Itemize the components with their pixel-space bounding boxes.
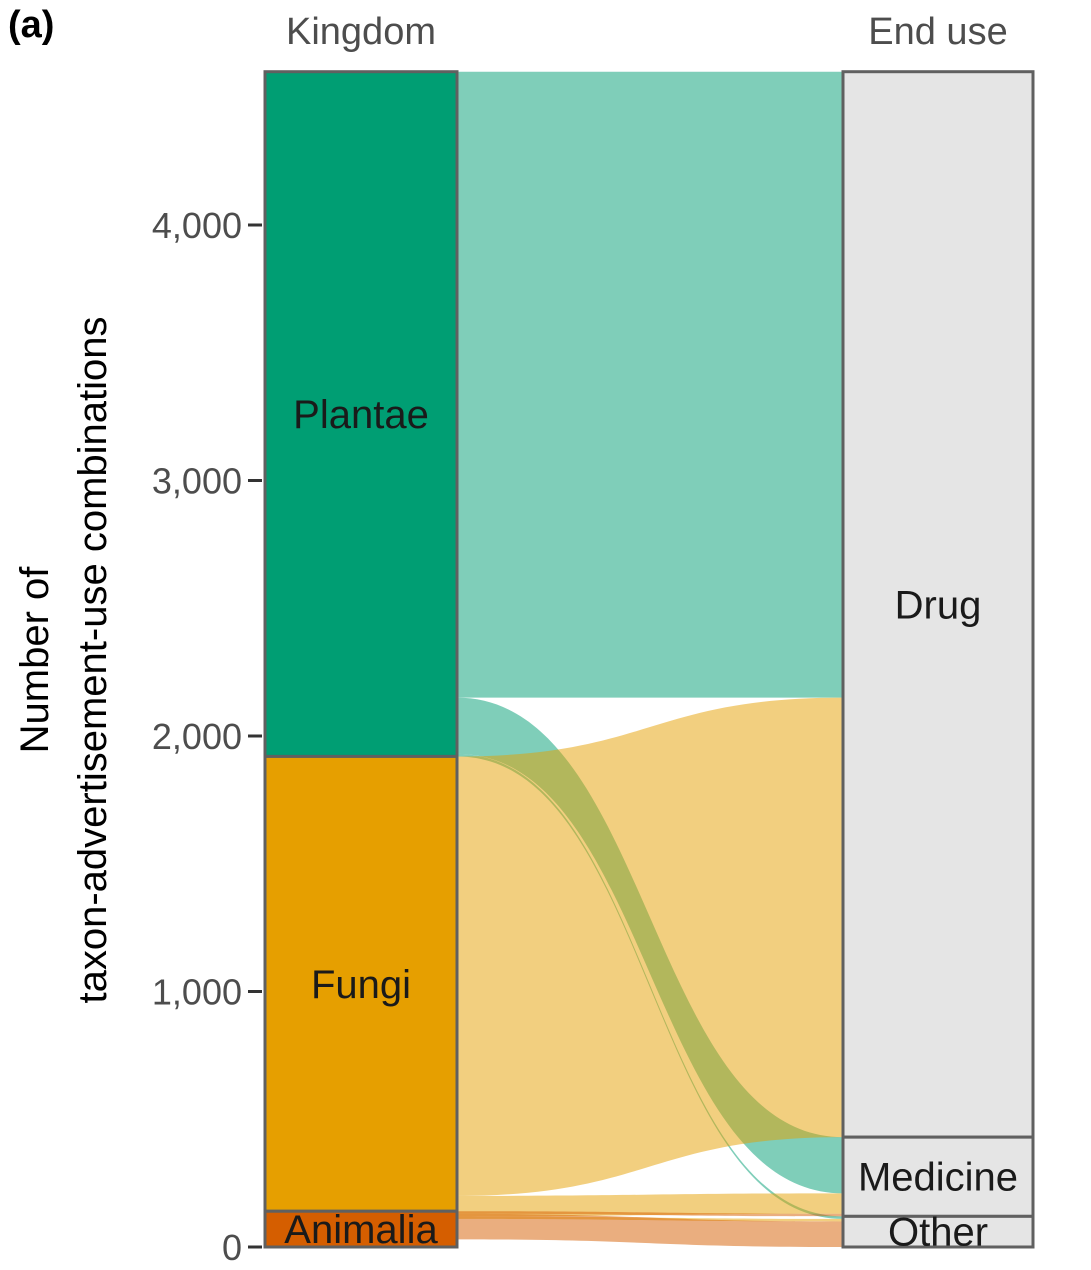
- y-axis-title: Number of taxon-advertisement-use combin…: [13, 316, 115, 1003]
- flows-layer: [457, 71, 843, 1247]
- flow-fungi-to-medicine: [457, 1193, 843, 1217]
- kingdom-node-fungi: [263, 754, 459, 1213]
- flow-animalia-to-other: [457, 1213, 843, 1247]
- kingdom-node-animalia: [263, 1209, 459, 1249]
- nodes-layer: Plantae Fungi Animalia Drug Medicine Other: [263, 70, 1035, 1255]
- y-tick-label: 3,000: [152, 461, 242, 502]
- end-use-node-label-drug: Drug: [895, 583, 982, 627]
- flow-animalia-to-medicine: [457, 1211, 843, 1217]
- end-use-node-other: [841, 1214, 1035, 1249]
- y-axis: 0 1,000 2,000 3,000 4,000: [152, 205, 262, 1268]
- flow-fungi-to-drug: [457, 697, 843, 1196]
- flow-plantae-to-drug: [457, 71, 843, 698]
- kingdom-node-plantae: [263, 70, 459, 758]
- end-use-node-label-other: Other: [888, 1211, 988, 1255]
- y-axis-title-line1: Number of: [13, 566, 57, 754]
- y-axis-title-line2: taxon-advertisement-use combinations: [71, 316, 115, 1003]
- kingdom-node-label-animalia: Animalia: [284, 1208, 438, 1252]
- kingdom-node-label-fungi: Fungi: [311, 963, 411, 1007]
- kingdom-node-label-plantae: Plantae: [293, 393, 429, 437]
- y-tick-label: 0: [222, 1227, 242, 1268]
- y-tick-label: 4,000: [152, 205, 242, 246]
- end-use-node-drug: [841, 70, 1035, 1139]
- end-use-node-label-medicine: Medicine: [858, 1156, 1018, 1200]
- y-tick-label: 1,000: [152, 972, 242, 1013]
- y-tick-label: 2,000: [152, 716, 242, 757]
- axis-heading-kingdom: Kingdom: [286, 11, 436, 53]
- panel-label: (a): [8, 4, 55, 46]
- axis-heading-end-use: End use: [868, 11, 1007, 53]
